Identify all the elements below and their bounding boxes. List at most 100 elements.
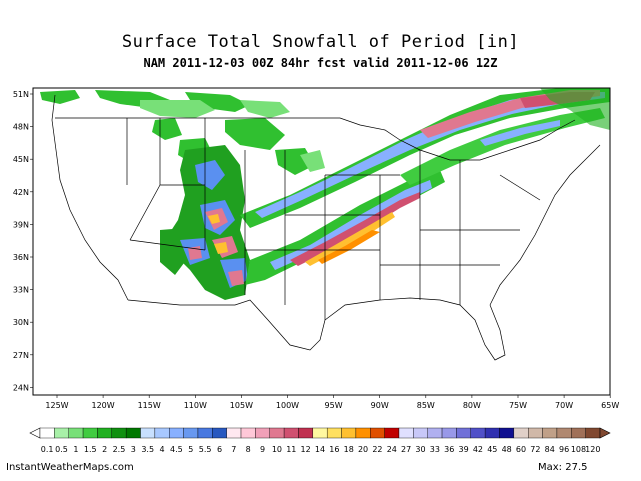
longitude-label: 105W <box>230 401 253 410</box>
colorbar-label: 2.5 <box>113 445 126 454</box>
longitude-label: 95W <box>325 401 343 410</box>
colorbar-swatch <box>499 427 515 439</box>
latitude-label: 45N <box>13 155 29 164</box>
colorbar-label: 18 <box>344 445 354 454</box>
colorbar-label: 84 <box>545 445 555 454</box>
colorbar-label: 42 <box>473 445 483 454</box>
colorbar-label: 72 <box>530 445 540 454</box>
longitude-label: 120W <box>92 401 115 410</box>
latitude-label: 27N <box>13 351 29 360</box>
colorbar-swatch <box>197 427 213 439</box>
colorbar-swatch <box>441 427 457 439</box>
colorbar-label: 12 <box>301 445 311 454</box>
colorbar-label: 20 <box>358 445 368 454</box>
colorbar-label: 8 <box>246 445 251 454</box>
latitude-label: 30N <box>13 318 29 327</box>
latitude-label: 51N <box>13 90 29 99</box>
colorbar-label: 108 <box>571 445 586 454</box>
colorbar-label: 7 <box>231 445 236 454</box>
colorbar-label: 4 <box>160 445 165 454</box>
longitude-label: 125W <box>45 401 68 410</box>
source-label: InstantWeatherMaps.com <box>6 462 134 473</box>
colorbar-swatch <box>140 427 156 439</box>
map-title: Surface Total Snowfall of Period [in] <box>121 32 520 52</box>
colorbar-left-arrow <box>29 427 41 439</box>
colorbar-swatch <box>585 427 601 439</box>
snowfall-shading <box>40 88 610 300</box>
longitude-label: 90W <box>371 401 389 410</box>
colorbar-label: 6 <box>217 445 222 454</box>
colorbar-swatch <box>542 427 558 439</box>
colorbar-swatch <box>513 427 529 439</box>
colorbar-swatch <box>298 427 314 439</box>
colorbar-labels: 0.1 0.5 1 1.5 2 2.5 3 3.5 4 4.5 5 5.5 6 7 8 9 10 11 12 14 16… <box>41 445 601 454</box>
colorbar-swatch <box>169 427 184 439</box>
longitude-label: 85W <box>417 401 435 410</box>
colorbar-swatch <box>54 427 69 439</box>
colorbar-label: 96 <box>559 445 569 454</box>
colorbar-label: 16 <box>329 445 339 454</box>
colorbar-swatch <box>326 427 342 439</box>
colorbar-label: 33 <box>430 445 440 454</box>
latitude-label: 36N <box>13 253 29 262</box>
colorbar-swatch <box>183 427 199 439</box>
colorbar-label: 14 <box>315 445 325 454</box>
colorbar <box>29 427 611 439</box>
latitude-label: 42N <box>13 188 29 197</box>
colorbar-label: 3 <box>131 445 136 454</box>
colorbar-label: 30 <box>415 445 425 454</box>
colorbar-swatch <box>571 427 586 439</box>
colorbar-label: 5.5 <box>199 445 212 454</box>
colorbar-swatch <box>212 427 227 439</box>
latitude-labels: 51N 48N 45N 42N 39N 36N 33N 30N 27N 24N <box>13 90 33 392</box>
colorbar-label: 27 <box>401 445 411 454</box>
colorbar-swatch <box>370 427 385 439</box>
colorbar-swatch <box>355 427 371 439</box>
map-subtitle: NAM 2011-12-03 00Z 84hr fcst valid 2011-… <box>143 56 498 70</box>
colorbar-label: 60 <box>516 445 526 454</box>
colorbar-swatch <box>154 427 170 439</box>
colorbar-swatch <box>398 427 414 439</box>
colorbar-label: 3.5 <box>141 445 154 454</box>
longitude-label: 75W <box>509 401 527 410</box>
colorbar-swatch <box>341 427 357 439</box>
longitude-labels: 125W 120W 115W 110W 105W 100W 95W 90W 85W 80W 75W 7… <box>45 395 619 410</box>
latitude-label: 24N <box>13 383 29 392</box>
longitude-label: 100W <box>276 401 299 410</box>
colorbar-swatch <box>283 427 299 439</box>
colorbar-swatch <box>528 427 543 439</box>
colorbar-swatch <box>68 427 84 439</box>
map-borders <box>51 94 601 361</box>
longitude-label: 110W <box>184 401 207 410</box>
colorbar-swatch <box>384 427 400 439</box>
colorbar-label: 120 <box>585 445 600 454</box>
colorbar-label: 5 <box>188 445 193 454</box>
colorbar-swatch <box>125 427 141 439</box>
colorbar-label: 10 <box>272 445 282 454</box>
longitude-label: 65W <box>601 401 619 410</box>
colorbar-label: 11 <box>286 445 296 454</box>
map-frame <box>32 87 611 396</box>
colorbar-swatch <box>312 427 328 439</box>
colorbar-label: 0.1 <box>41 445 54 454</box>
colorbar-swatch <box>82 427 98 439</box>
colorbar-swatch <box>255 427 270 439</box>
latitude-label: 33N <box>13 286 29 295</box>
colorbar-label: 4.5 <box>170 445 183 454</box>
colorbar-swatch <box>456 427 471 439</box>
longitude-label: 80W <box>463 401 481 410</box>
colorbar-swatch <box>226 427 242 439</box>
latitude-label: 39N <box>13 220 29 229</box>
colorbar-swatch <box>240 427 256 439</box>
colorbar-swatch <box>556 427 572 439</box>
colorbar-label: 36 <box>444 445 454 454</box>
colorbar-swatch <box>39 427 55 439</box>
colorbar-label: 24 <box>387 445 397 454</box>
colorbar-swatch <box>484 427 500 439</box>
colorbar-label: 2 <box>102 445 107 454</box>
colorbar-label: 9 <box>260 445 265 454</box>
colorbar-label: 45 <box>487 445 497 454</box>
colorbar-label: 48 <box>502 445 512 454</box>
colorbar-swatch <box>269 427 285 439</box>
